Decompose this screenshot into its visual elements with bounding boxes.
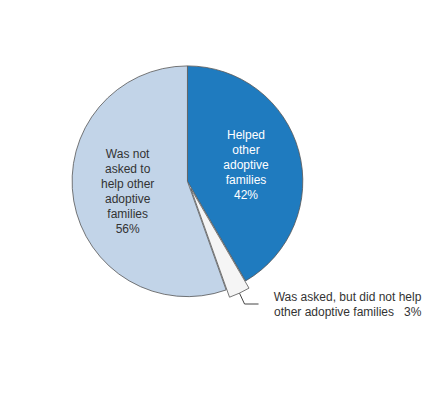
svg-text:adoptive: adoptive [105, 192, 151, 206]
svg-text:other: other [232, 143, 259, 157]
svg-text:families: families [107, 207, 148, 221]
svg-text:Was not: Was not [106, 147, 150, 161]
svg-text:other adoptive families 3%: other adoptive families 3% [274, 305, 422, 319]
svg-text:56%: 56% [116, 222, 140, 236]
svg-text:42%: 42% [234, 188, 258, 202]
svg-text:Helped: Helped [227, 128, 265, 142]
svg-text:families: families [226, 173, 267, 187]
svg-text:Was asked, but did not help: Was asked, but did not help [274, 290, 422, 304]
svg-text:adoptive: adoptive [223, 158, 269, 172]
svg-text:asked to: asked to [105, 162, 151, 176]
svg-text:help other: help other [101, 177, 154, 191]
